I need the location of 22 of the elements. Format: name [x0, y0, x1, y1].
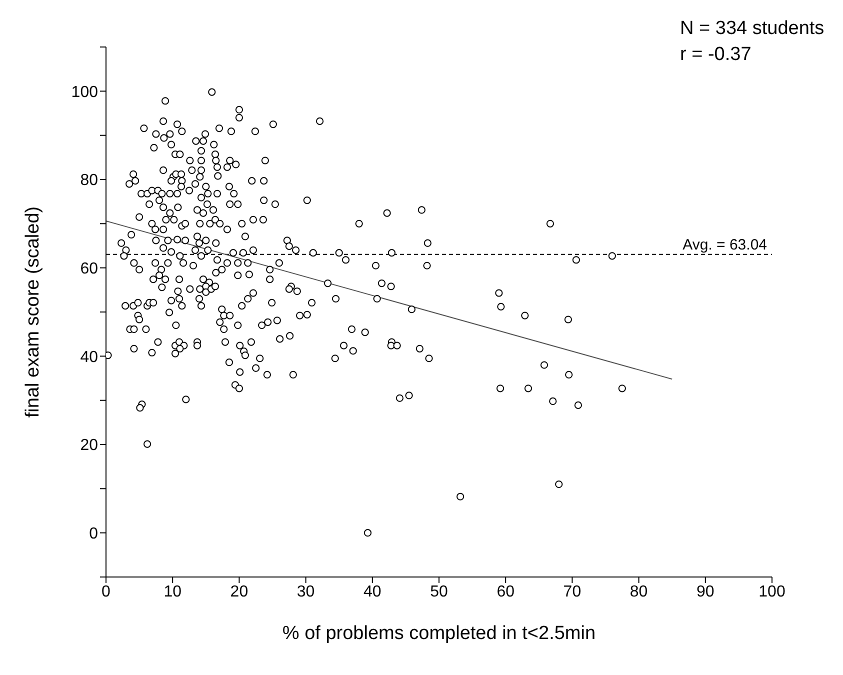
x-tick-label: 40	[364, 583, 382, 600]
x-tick-label: 90	[696, 583, 714, 600]
x-tick-label: 50	[430, 583, 448, 600]
y-tick-label: 40	[80, 348, 98, 366]
x-tick-label: 20	[230, 583, 248, 600]
y-tick-label: 80	[80, 172, 98, 190]
x-tick-label: 60	[496, 583, 515, 600]
y-axis-title: final exam score (scaled)	[22, 206, 44, 418]
x-tick-label: 10	[164, 583, 182, 600]
x-tick-label: 0	[102, 583, 111, 600]
ref-line-label: Avg. = 63.04	[682, 236, 767, 254]
y-tick-label: 100	[71, 84, 98, 101]
annotation: r = -0.37	[680, 43, 752, 67]
text: N = 334 students	[680, 17, 824, 41]
x-tick-label: 80	[630, 583, 648, 600]
x-tick-label: 100	[758, 583, 786, 600]
y-tick-label: 0	[89, 526, 98, 543]
y-tick-label: 60	[80, 260, 98, 278]
y-tick-label: 20	[80, 437, 98, 454]
x-axis-title: % of problems completed in t<2.5min	[282, 623, 596, 644]
x-tick-label: 70	[563, 583, 582, 600]
x-tick-label: 30	[296, 583, 315, 600]
